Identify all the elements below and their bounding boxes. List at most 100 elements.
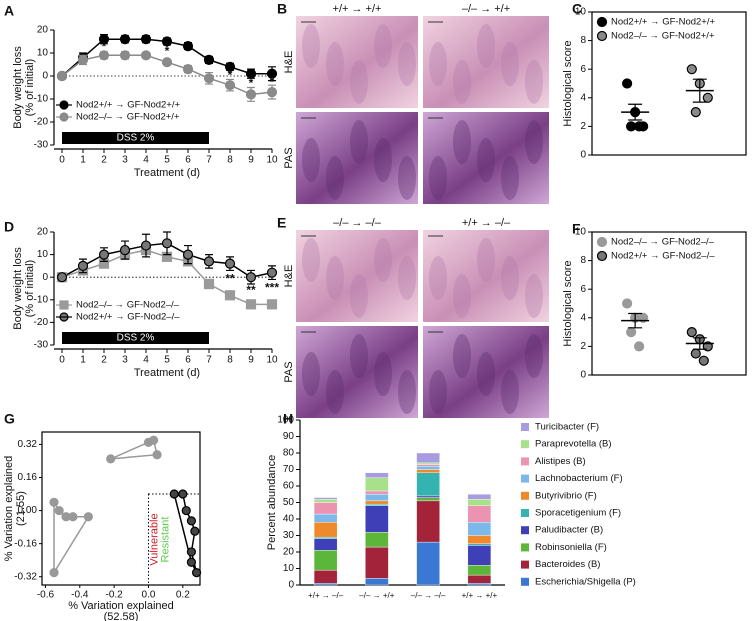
y-tick-label: 4 (580, 92, 586, 103)
data-point (119, 34, 131, 45)
tissue-texture (374, 138, 392, 182)
treatment-label: DSS 2% (117, 333, 155, 344)
x-tick-label: 4 (143, 355, 149, 366)
bar-segment (416, 472, 440, 497)
legend-label: Nod2+/+ → GF-Nod2–/– (611, 251, 715, 262)
legend-marker (596, 250, 608, 262)
y-tick-label: 90 (283, 431, 295, 442)
tissue-texture (429, 156, 447, 200)
x-tick-label: 1 (80, 155, 86, 166)
legend-label: Nod2–/– → GF-Nod2–/– (611, 237, 715, 248)
y-tick-label: 70 (283, 464, 295, 475)
data-point (622, 298, 633, 309)
tissue-texture (374, 352, 392, 396)
bar-segment (467, 583, 492, 586)
y-tick-label: 20 (37, 25, 49, 36)
significance-label: * (165, 44, 170, 58)
data-point (190, 526, 200, 536)
legend-swatch (521, 423, 529, 431)
legend-label: Robinsoniella (F) (535, 542, 607, 553)
tissue-texture (398, 42, 416, 86)
y-tick-label: -20 (34, 117, 49, 128)
panel-label: E (277, 215, 286, 231)
y-tick-label: 8 (580, 255, 586, 266)
legend-label: Nod2+/+ → GF-Nod2+/+ (76, 100, 180, 111)
data-point (119, 244, 131, 256)
histology-image (296, 230, 418, 322)
bar-segment (365, 472, 389, 478)
data-point (634, 121, 645, 132)
bar-segment (416, 469, 440, 473)
error-bar (692, 78, 707, 103)
x-tick-label: 9 (248, 355, 254, 366)
x-tick-label: 8 (227, 355, 233, 366)
plot-frame (591, 231, 747, 376)
tissue-texture (302, 352, 320, 396)
y-tick-label: 6 (580, 64, 586, 75)
bar-segment (467, 574, 492, 584)
y-tick-label: -10 (34, 94, 49, 105)
legend-label: Alistipes (B) (535, 456, 586, 467)
y-tick-label: 100 (277, 415, 294, 426)
significance-label: * (102, 39, 107, 53)
tissue-texture (326, 256, 344, 300)
panel-label: F (572, 221, 581, 237)
bar-segment (467, 522, 492, 536)
tissue-texture (477, 352, 495, 396)
legend-marker (596, 30, 608, 42)
data-point (98, 249, 110, 260)
panel-label: G (4, 411, 15, 427)
bar-segment (416, 495, 440, 498)
x-tick-label: 6 (185, 155, 191, 166)
error-bar (628, 312, 643, 329)
y-tick-label: 0 (42, 71, 48, 82)
bar-segment (416, 462, 440, 465)
y-tick-label: 10 (283, 563, 295, 574)
data-point (140, 240, 152, 251)
y-tick-label: -30 (34, 140, 49, 151)
panel-label: B (277, 1, 287, 17)
data-point (186, 557, 197, 567)
y-tick-label: -30 (34, 340, 49, 351)
x-tick-label: -0.4 (71, 590, 89, 601)
bar-segment (467, 505, 492, 523)
treatment-bar (62, 332, 209, 344)
histology-image (296, 326, 418, 418)
legend-label: Nod2+/+ → GF-Nod2+/+ (611, 17, 715, 28)
data-point (186, 516, 197, 526)
legend-swatch (521, 509, 529, 517)
data-point (203, 278, 215, 290)
y-axis-label: Body weight loss (12, 46, 24, 129)
data-point (152, 450, 162, 460)
data-point (178, 489, 188, 499)
bar-segment (467, 545, 492, 566)
bar-segment (365, 532, 389, 548)
x-tick-label: 3 (122, 155, 128, 166)
data-point (186, 547, 197, 557)
tissue-texture (374, 238, 392, 282)
data-point (203, 73, 215, 84)
bar-segment (365, 505, 389, 533)
tissue-texture (398, 370, 416, 414)
bar-segment (313, 522, 338, 538)
data-point (266, 68, 278, 79)
x-tick-label: –/– → +/+ (359, 591, 394, 600)
error-bar (692, 337, 707, 350)
row-label: H&E (283, 51, 295, 74)
data-point (140, 50, 152, 61)
significance-label: * (249, 76, 254, 90)
bar-segment (416, 500, 440, 543)
histology-image (423, 112, 549, 204)
bar-segment (365, 546, 389, 579)
cluster-label: Resistant (159, 517, 171, 563)
y-tick-label: -0.32 (14, 571, 37, 582)
legend-swatch (521, 526, 529, 535)
tissue-texture (525, 60, 543, 104)
x-tick-label: 1 (80, 355, 86, 366)
bar-segment (365, 494, 389, 502)
data-point (161, 238, 173, 249)
x-tick-label: 7 (206, 355, 212, 366)
legend-marker (596, 16, 608, 28)
legend-label: Lachnobacterium (F) (535, 473, 623, 484)
significance-label: * (228, 68, 233, 82)
